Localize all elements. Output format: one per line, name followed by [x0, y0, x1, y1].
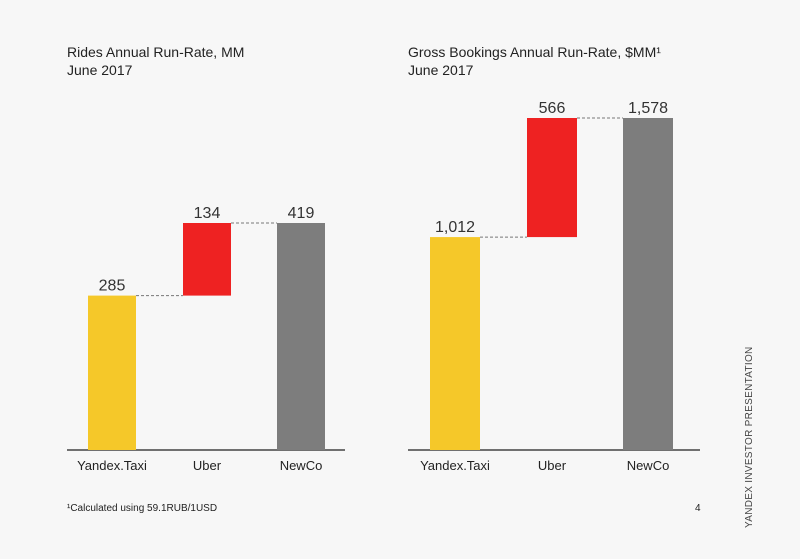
- rides-chart-title: Rides Annual Run-Rate, MM: [67, 44, 245, 60]
- bookings-category-label: Yandex.Taxi: [420, 458, 490, 473]
- bookings-bar-yandex-taxi: [430, 237, 480, 450]
- rides-chart-title-block: Rides Annual Run-Rate, MM June 2017: [67, 43, 244, 79]
- rides-category-label: Yandex.Taxi: [77, 458, 147, 473]
- bookings-chart-title-block: Gross Bookings Annual Run-Rate, $MM¹ Jun…: [408, 43, 661, 79]
- bookings-chart-subtitle: June 2017: [408, 62, 474, 78]
- bookings-chart: Gross Bookings Annual Run-Rate, $MM¹ Jun…: [360, 0, 800, 559]
- rides-bar-uber: [183, 223, 231, 296]
- page-number: 4: [695, 503, 701, 514]
- rides-bar-yandex-taxi: [88, 295, 136, 450]
- presentation-side-label: YANDEX INVESTOR PRESENTATION: [744, 346, 755, 528]
- bookings-category-label: NewCo: [627, 458, 670, 473]
- rides-chart: Rides Annual Run-Rate, MM June 2017 285 Y…: [67, 43, 345, 473]
- rides-category-label: Uber: [193, 458, 222, 473]
- rides-category-label: NewCo: [280, 458, 323, 473]
- rides-value-label: 285: [99, 278, 126, 295]
- rides-chart-plot: 285 Yandex.Taxi 134 Uber 419 NewCo: [67, 205, 345, 473]
- rides-chart-subtitle: June 2017: [67, 62, 133, 78]
- rides-value-label: 134: [194, 205, 221, 222]
- rides-bar-newco: [277, 223, 325, 450]
- bookings-chart-plot: 1,012 Yandex.Taxi 566 Uber 1,578 NewCo: [408, 100, 700, 473]
- bookings-chart-title: Gross Bookings Annual Run-Rate, $MM¹: [408, 44, 661, 60]
- bookings-value-label: 566: [539, 100, 566, 117]
- bookings-category-label: Uber: [538, 458, 567, 473]
- bookings-bar-newco: [623, 118, 673, 450]
- bookings-bar-uber: [527, 118, 577, 238]
- bookings-value-label: 1,578: [628, 100, 668, 117]
- bookings-value-label: 1,012: [435, 219, 475, 236]
- footnote: ¹Calculated using 59.1RUB/1USD: [67, 503, 218, 514]
- rides-value-label: 419: [288, 205, 315, 222]
